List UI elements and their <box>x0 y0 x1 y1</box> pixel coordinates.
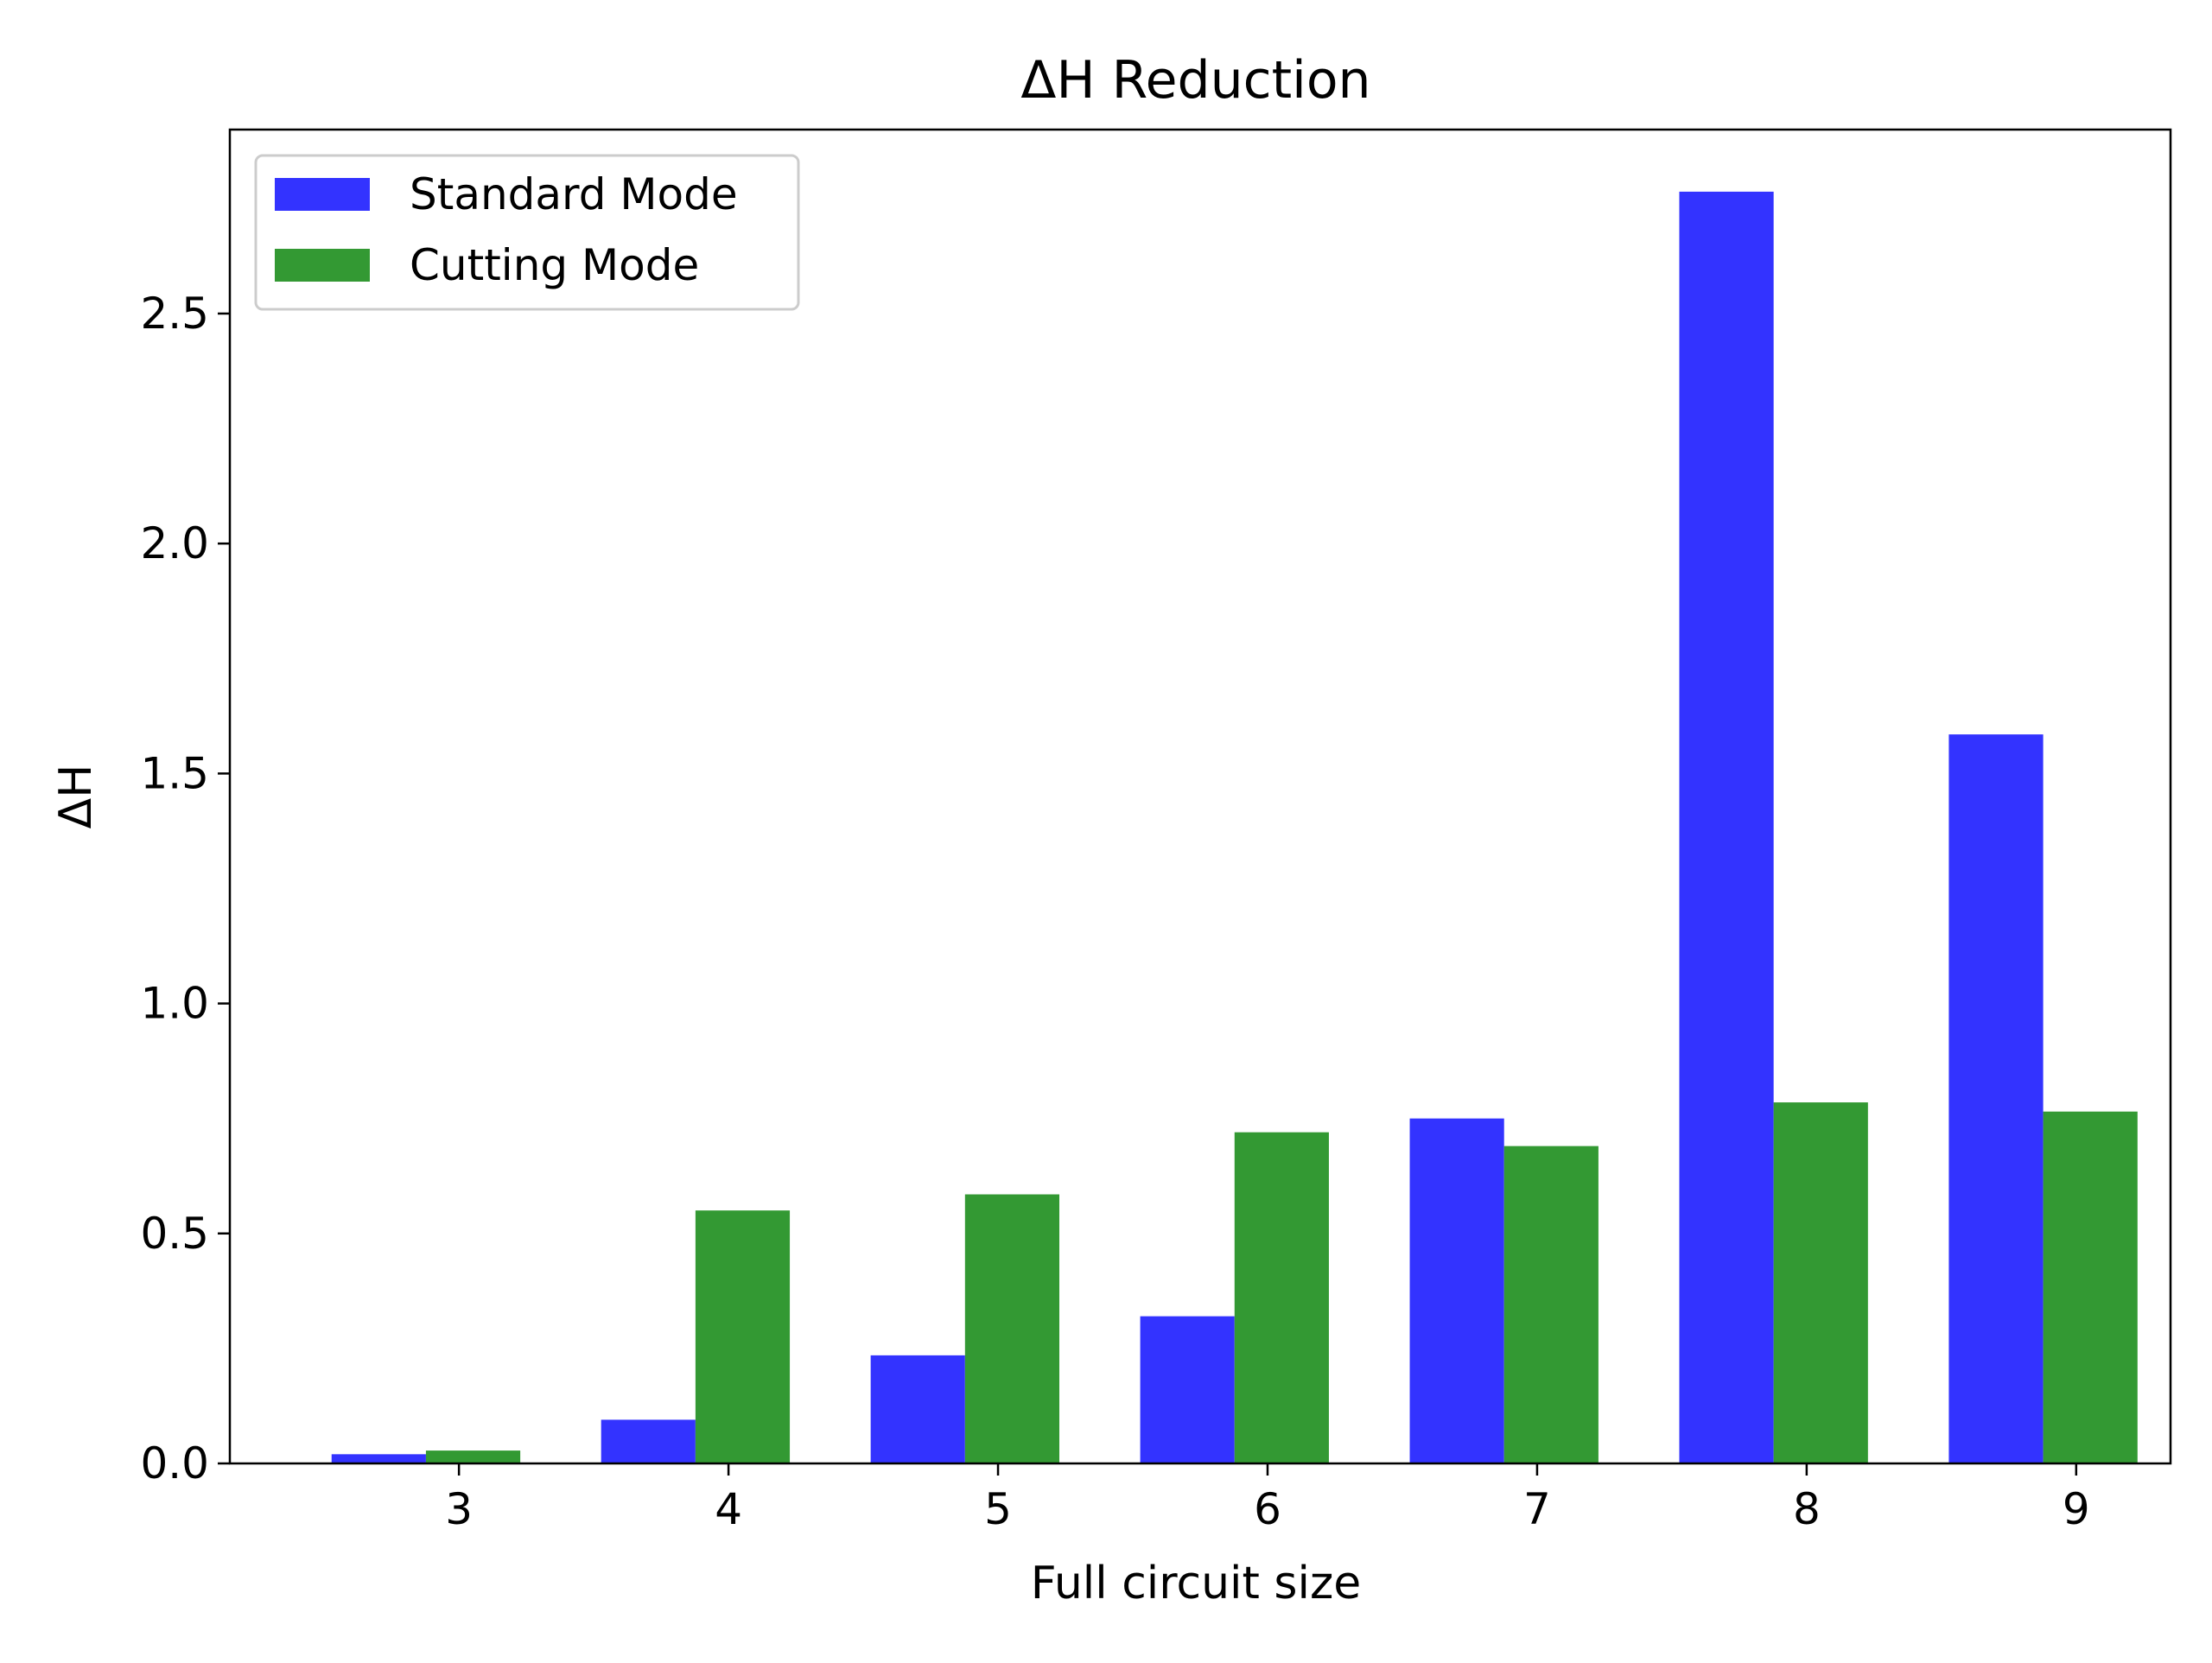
legend-label-cutting-mode: Cutting Mode <box>410 240 699 290</box>
bar-cutting-mode-7 <box>1503 1146 1599 1463</box>
legend-box <box>254 154 800 311</box>
x-tick-label: 8 <box>1793 1484 1821 1534</box>
bar-cutting-mode-4 <box>695 1210 791 1463</box>
x-tick-label: 6 <box>1254 1484 1281 1534</box>
bar-standard-mode-3 <box>331 1454 426 1463</box>
legend-swatch-standard-mode <box>275 178 370 211</box>
chart-title: ΔH Reduction <box>1020 50 1370 111</box>
y-tick-label: 2.0 <box>140 518 209 568</box>
bar-standard-mode-5 <box>870 1355 965 1463</box>
y-tick-label: 1.0 <box>140 979 209 1029</box>
bar-cutting-mode-5 <box>964 1194 1060 1463</box>
y-tick-label: 0.5 <box>140 1209 209 1259</box>
bar-cutting-mode-9 <box>2043 1111 2138 1463</box>
y-axis-title: ΔH <box>50 765 102 829</box>
bar-cutting-mode-3 <box>425 1450 521 1463</box>
x-tick-label: 4 <box>715 1484 742 1534</box>
legend: Standard Mode Cutting Mode <box>254 154 800 311</box>
legend-label-standard-mode: Standard Mode <box>410 169 738 219</box>
x-tick-label: 3 <box>445 1484 473 1534</box>
x-tick-label: 5 <box>984 1484 1012 1534</box>
y-tick-label: 1.5 <box>140 748 209 798</box>
y-tick-label: 2.5 <box>140 289 209 339</box>
legend-swatch-cutting-mode <box>275 249 370 282</box>
bar-standard-mode-8 <box>1679 191 1774 1463</box>
bar-cutting-mode-6 <box>1234 1132 1329 1463</box>
plot-frame <box>228 128 2172 1465</box>
bar-standard-mode-9 <box>1948 734 2044 1463</box>
bar-standard-mode-6 <box>1140 1316 1235 1463</box>
axes-layer: 0.0 0.5 1.0 1.5 2.0 2.5 3 4 5 6 7 8 9 <box>140 128 2172 1534</box>
x-axis-title: Full circuit size <box>1031 1558 1361 1609</box>
x-tick-label: 7 <box>1523 1484 1551 1534</box>
x-tick-label: 9 <box>2063 1484 2090 1534</box>
bar-standard-mode-4 <box>601 1419 696 1463</box>
bars-layer <box>331 191 2138 1463</box>
bar-standard-mode-7 <box>1409 1118 1504 1463</box>
y-tick-label: 0.0 <box>140 1438 209 1488</box>
bar-cutting-mode-8 <box>1773 1102 1868 1463</box>
